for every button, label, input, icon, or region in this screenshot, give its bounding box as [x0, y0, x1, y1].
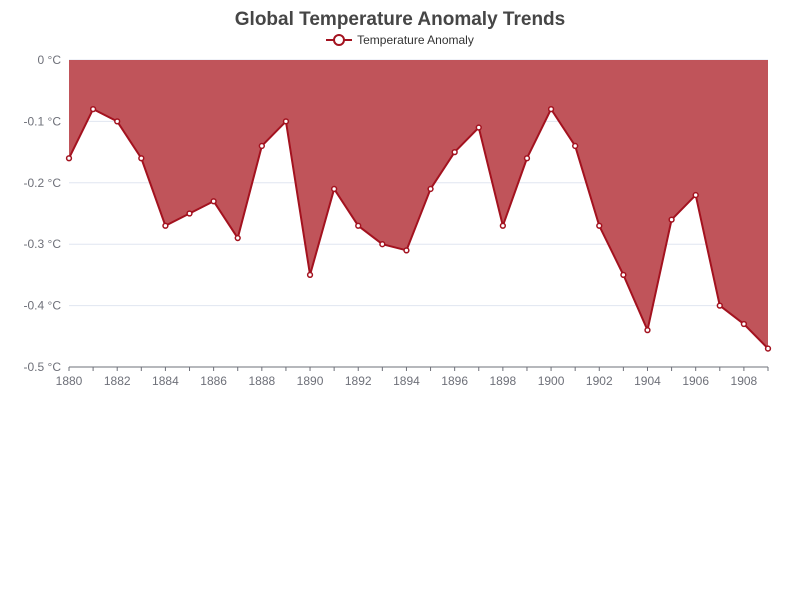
x-tick-label: 1902	[586, 374, 613, 388]
data-point	[740, 320, 748, 328]
data-point	[89, 105, 97, 113]
y-tick-label: -0.3 °C	[24, 237, 62, 251]
data-point	[451, 148, 458, 156]
x-tick-label: 1908	[731, 374, 758, 388]
chart-title: Global Temperature Anomaly Trends	[234, 9, 566, 30]
x-tick-label: 1892	[345, 374, 372, 388]
x-tick-label: 1890	[297, 374, 324, 388]
legend[interactable]: Temperature Anomaly	[0, 33, 800, 47]
y-tick-label: 0 °C	[38, 53, 62, 67]
x-tick-label: 1894	[393, 374, 420, 388]
x-tick-label: 1904	[634, 374, 661, 388]
data-point	[499, 222, 507, 229]
data-point	[186, 210, 193, 217]
x-tick-label: 1896	[441, 374, 468, 388]
data-point	[716, 302, 723, 309]
data-point	[403, 247, 410, 254]
data-point	[692, 191, 699, 199]
y-tick-label: -0.1 °C	[24, 114, 62, 128]
data-point	[668, 216, 675, 223]
x-tick-label: 1900	[538, 374, 565, 388]
x-tick-label: 1888	[248, 374, 275, 388]
legend-marker-icon	[326, 34, 353, 46]
data-point	[547, 105, 555, 113]
data-point	[234, 234, 241, 242]
series-line	[68, 108, 769, 350]
data-point	[379, 241, 386, 248]
data-point	[210, 198, 217, 205]
x-tick-label: 1906	[682, 374, 709, 388]
x-tick-label: 1880	[56, 374, 83, 388]
x-tick-label: 1886	[200, 374, 227, 388]
y-tick-label: -0.4 °C	[24, 299, 62, 313]
data-point	[330, 185, 338, 193]
x-tick-label: 1898	[490, 374, 517, 388]
data-point	[523, 155, 531, 162]
data-point	[138, 155, 145, 162]
data-point	[620, 271, 627, 279]
data-point	[596, 222, 603, 229]
data-point	[572, 142, 579, 150]
x-tick-label: 1884	[152, 374, 179, 388]
y-tick-label: -0.2 °C	[24, 176, 62, 190]
data-point	[282, 118, 290, 125]
data-point	[764, 345, 772, 352]
data-point	[644, 327, 651, 334]
data-point	[355, 222, 362, 229]
data-point	[427, 185, 434, 193]
legend-label: Temperature Anomaly	[357, 33, 474, 47]
data-point	[162, 222, 169, 229]
x-tick-label: 1882	[104, 374, 131, 388]
y-tick-label: -0.5 °C	[24, 360, 62, 374]
series-area	[69, 60, 768, 349]
data-point	[258, 142, 265, 150]
data-point	[475, 124, 482, 131]
data-point	[306, 271, 314, 279]
data-point	[65, 155, 73, 162]
data-point	[114, 118, 121, 125]
